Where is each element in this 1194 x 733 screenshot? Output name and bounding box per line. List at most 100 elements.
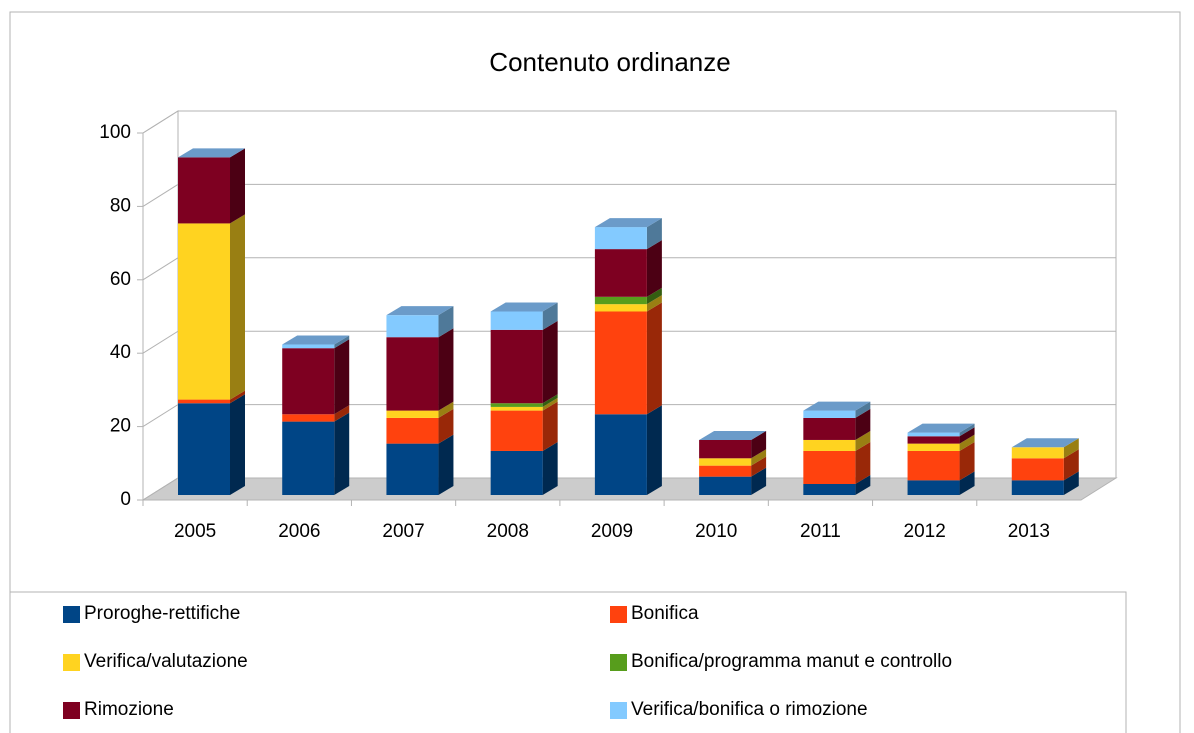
bar-side [646,218,662,250]
bar-top [178,148,245,158]
bar [490,410,543,451]
bar-side [1063,438,1079,459]
x-tick-label: 2009 [591,521,633,542]
bar-side [438,328,454,411]
y-tick-label: 20 [110,416,131,437]
bar-side [855,401,871,418]
bar [699,465,752,477]
bar [907,432,960,437]
bar-side [334,339,350,415]
x-tick-label: 2006 [278,521,320,542]
bar [386,410,439,418]
bar [1011,447,1064,459]
bar [803,439,856,451]
bar-side [230,394,245,495]
bar-side [959,423,975,437]
bar-side [334,405,350,422]
bar-side [230,214,245,400]
bar [1011,458,1064,481]
bar-side [542,320,558,404]
bar [386,417,439,444]
bar [803,450,856,484]
bar [699,476,752,495]
x-tick-label: 2005 [174,521,216,542]
bar [490,311,543,330]
x-tick-label: 2012 [904,521,946,542]
y-tick-label: 40 [110,342,131,363]
bar [282,348,335,415]
bar-top [907,423,975,433]
bar [282,421,335,495]
legend-box [9,591,1127,733]
bar-side [646,302,662,415]
bar [699,439,752,459]
bar-side [751,467,767,495]
bar-side [230,148,245,224]
legend-swatch [63,702,80,719]
bar [178,399,230,404]
bar [594,304,647,312]
y-tick-label: 80 [110,195,131,216]
legend-label: Verifica/valutazione [84,651,248,672]
bar [907,436,960,444]
bar-side [1063,449,1079,481]
bar-side [751,430,767,459]
bar-side [959,434,975,451]
bar-top [803,401,871,411]
y-tick-label: 0 [120,489,131,510]
bar [699,458,752,466]
bar-side [542,441,558,495]
legend-label: Proroghe-rettifiche [84,603,240,624]
bar [178,223,230,400]
x-tick-label: 2008 [487,521,529,542]
legend-swatch [610,702,627,719]
bar-side [438,434,454,495]
bar [803,410,856,418]
bar-side [334,412,350,495]
bar [386,337,439,411]
legend-label: Verifica/bonifica o rimozione [631,699,868,720]
legend-swatch [610,606,627,623]
bar-side [855,408,871,440]
bar-side [646,405,662,495]
grid-line [142,110,1116,134]
x-tick-label: 2011 [800,521,841,542]
bar [594,249,647,297]
bar [594,414,647,495]
bar-side [542,394,558,407]
legend-label: Bonifica/programma manut e controllo [631,651,952,672]
bar [282,344,335,349]
bar-side [959,471,975,495]
bar [490,450,543,495]
bar-side [646,287,662,305]
bar-side [646,240,662,297]
bar [803,483,856,495]
x-tick-label: 2010 [695,521,737,542]
bar-side [751,449,767,466]
bar-top [490,302,558,312]
bar-side [542,302,558,330]
bar-side [646,295,662,312]
x-tick-label: 2013 [1008,521,1050,542]
bar-top [699,430,767,440]
legend-swatch [610,654,627,671]
side-wall [142,110,179,501]
bar [803,417,856,440]
bar-side [855,441,871,484]
bar-top [282,335,350,345]
bar-side [855,430,871,451]
bar [386,315,439,338]
bar [594,311,647,415]
bar [907,443,960,451]
bar [490,403,543,407]
bar-side [1063,471,1079,495]
bar-side [542,397,558,411]
bar-side [751,456,767,477]
legend-swatch [63,654,80,671]
bar-side [438,408,454,444]
bar-side [959,427,975,444]
y-tick-label: 100 [99,122,131,143]
bar-side [334,335,350,349]
bar [1011,480,1064,495]
